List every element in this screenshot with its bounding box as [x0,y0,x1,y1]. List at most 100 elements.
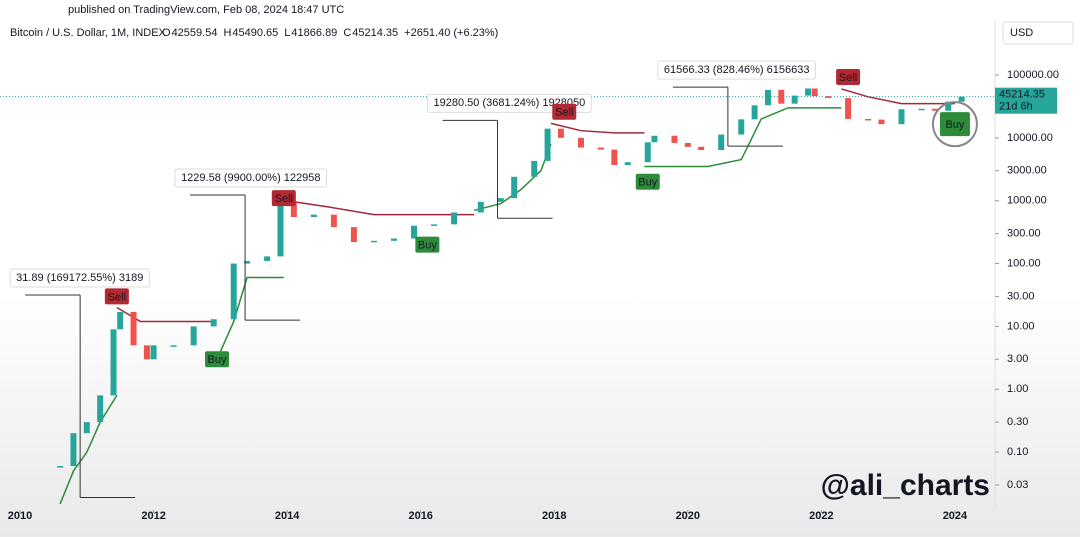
candle [451,212,458,225]
ohlc-value: 45214.35 [352,27,398,39]
candle [97,395,104,423]
candle [825,96,832,99]
x-tick-label: 2022 [809,510,833,522]
resistance-line [550,122,645,134]
price-tag-countdown: 21d 6h [999,101,1033,113]
measure-box [174,168,328,188]
measure-label: 31.89 (169172.55%) 3189 [16,272,143,284]
resistance-line [287,199,475,216]
ohlc-value: 41866.89 [291,27,337,39]
support-line [473,143,552,212]
candle [958,96,965,102]
x-tick-label: 2016 [408,510,432,522]
measure-label: 61566.33 (828.46%) 6156633 [664,64,810,76]
candle [898,109,905,125]
currency: USD [1010,27,1033,39]
candle [718,134,725,151]
candle [751,105,758,120]
candle [511,176,518,199]
published-note: published on TradingView.com, Feb 08, 20… [68,4,344,16]
candle [117,311,124,330]
x-tick-label: 2018 [542,510,566,522]
candle [431,224,438,226]
candle [845,98,852,119]
signal-badge [415,236,440,253]
candle [805,88,812,96]
candle [70,433,77,467]
y-tick-label: 3000.00 [1007,165,1047,177]
x-tick-label: 2020 [676,510,700,522]
candle [57,466,64,468]
candle [264,256,271,261]
measure-label: 19280.50 (3681.24%) 1928050 [434,97,586,109]
measure-box [657,60,816,80]
candle [277,202,284,257]
currency-box[interactable] [1002,21,1074,45]
signal-badge [104,288,129,305]
candle [865,118,872,121]
candle [918,108,925,111]
candle [170,345,177,347]
candle [651,135,658,143]
signal-badge [205,351,230,368]
candle [644,142,651,163]
signal-label: Buy [945,119,964,131]
candle [497,198,504,202]
signal-badge [635,173,660,190]
candle [370,240,377,243]
symbol: Bitcoin / U.S. Dollar, 1M, INDEX [10,27,167,39]
signal-badge [939,112,970,137]
candle [544,128,551,161]
support-line [216,276,284,360]
price-tag [995,87,1057,114]
highlight-circle [931,101,978,148]
y-tick-label: 1.00 [1007,383,1028,395]
ohlc-label: C [343,27,351,39]
candle [738,119,745,135]
support-line [644,107,842,168]
candle [764,89,771,106]
candle [110,329,117,396]
y-tick-label: 100000.00 [1007,69,1059,81]
candle [598,147,605,150]
candle [557,128,564,138]
candle [143,345,150,360]
y-tick-label: 30.00 [1007,290,1035,302]
resistance-line [116,306,214,323]
candle [878,119,885,125]
ohlc-label: O [162,27,171,39]
y-tick-label: 0.03 [1007,479,1028,491]
signal-label: Sell [555,107,573,119]
x-tick-label: 2014 [275,510,300,522]
signal-badge [271,190,296,207]
y-tick-label: 10000.00 [1007,132,1053,144]
candle [390,238,397,241]
symbol-legend: Bitcoin / U.S. Dollar, 1M, INDEX O 42559.… [10,27,498,39]
ohlc-label: L [284,27,290,39]
candle [791,95,798,104]
signal-badge [552,103,577,120]
candle [190,326,197,346]
candle [330,214,337,228]
signal-badge [836,68,861,85]
candle [230,263,237,320]
y-tick-label: 1000.00 [1007,195,1047,207]
signal-label: Buy [418,240,437,252]
change: +2651.40 (+6.23%) [404,27,498,39]
candle [811,88,818,97]
support-line [59,394,118,505]
y-tick-label: 10.00 [1007,320,1035,332]
signal-label: Buy [638,177,657,189]
y-tick-label: 300.00 [1007,227,1041,239]
candle [945,101,952,111]
candle [150,345,157,360]
x-tick-label: 2010 [8,510,32,522]
candle [244,260,251,264]
measure-box [427,93,592,113]
candle [411,225,418,239]
y-tick-label: 0.10 [1007,446,1028,458]
candle [310,214,317,218]
price-tag-value: 45214.35 [999,89,1045,101]
ohlc-value: 45490.65 [232,27,278,39]
x-tick-label: 2024 [943,510,968,522]
